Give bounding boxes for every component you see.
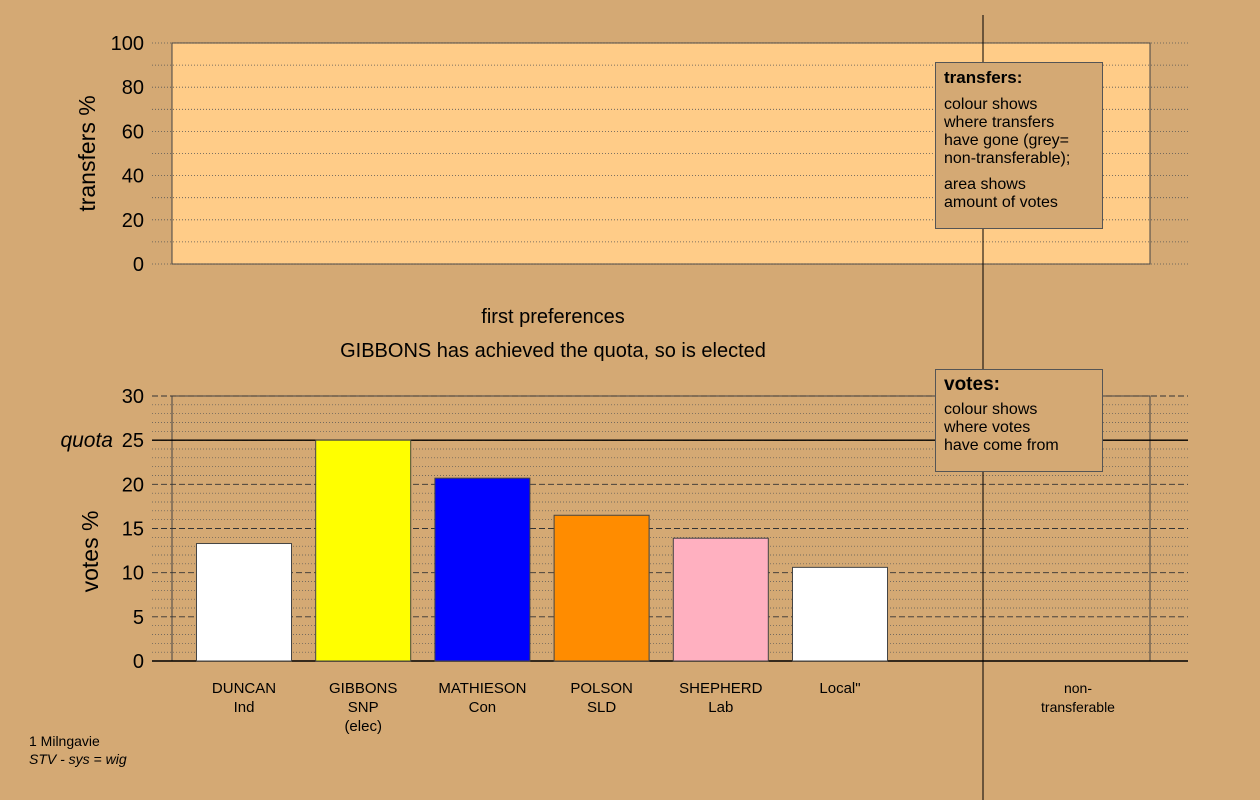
- transfers-legend-line: colour shows: [944, 96, 1038, 113]
- transfers-legend-line: where transfers: [944, 114, 1055, 131]
- transfers-legend-line: amount of votes: [944, 194, 1058, 211]
- votes-y-tick-label: 30: [122, 386, 144, 408]
- votes-legend-line: have come from: [944, 437, 1059, 454]
- transfers-legend: transfers: colour shows where transfers …: [935, 62, 1103, 229]
- category-label: GIBBONS: [329, 680, 397, 697]
- vote-bar: [315, 439, 412, 662]
- category-label: non-: [1064, 680, 1092, 696]
- transfers-y-axis-label: transfers %: [74, 95, 100, 211]
- votes-y-tick-label: 5: [133, 607, 144, 629]
- category-label: MATHIESON: [438, 680, 526, 697]
- stage-message: GIBBONS has achieved the quota, so is el…: [340, 340, 766, 362]
- vote-bar: [672, 537, 769, 662]
- transfers-y-tick-label: 60: [122, 121, 144, 143]
- vote-bar: [196, 543, 292, 662]
- transfers-y-tick-label: 100: [111, 33, 144, 55]
- category-label: Ind: [234, 699, 255, 716]
- transfers-legend-line: have gone (grey=: [944, 132, 1069, 149]
- votes-legend-title: votes:: [944, 374, 1000, 395]
- transfers-y-tick-label: 80: [122, 77, 144, 99]
- votes-legend-line: where votes: [944, 419, 1031, 436]
- transfers-legend-title: transfers:: [944, 68, 1023, 87]
- transfers-legend-line: area shows: [944, 176, 1026, 193]
- category-label: POLSON: [570, 680, 633, 697]
- stage-title: first preferences: [481, 306, 625, 328]
- transfers-y-tick-label: 0: [133, 254, 144, 276]
- category-label: Local": [819, 680, 860, 697]
- votes-y-tick-label: 20: [122, 474, 144, 496]
- footer-ward: 1 Milngavie: [29, 733, 100, 749]
- category-label: Lab: [708, 699, 733, 716]
- category-label: SNP: [348, 699, 379, 716]
- category-label: Con: [469, 699, 497, 716]
- votes-y-tick-label: 25: [122, 430, 144, 452]
- quota-label: quota: [60, 429, 113, 452]
- votes-y-tick-label: 15: [122, 519, 144, 541]
- footer-system: STV - sys = wig: [29, 751, 127, 767]
- votes-legend-line: colour shows: [944, 401, 1038, 418]
- category-label: SHEPHERD: [679, 680, 763, 697]
- category-label: transferable: [1041, 699, 1115, 715]
- votes-y-tick-label: 0: [133, 651, 144, 673]
- category-label: SLD: [587, 699, 616, 716]
- votes-y-axis-label: votes %: [77, 511, 103, 593]
- vote-bar: [553, 514, 650, 662]
- transfers-legend-line: non-transferable);: [944, 150, 1071, 167]
- votes-legend: votes: colour shows where votes have com…: [935, 369, 1103, 472]
- category-label: (elec): [344, 718, 382, 735]
- votes-y-tick-label: 10: [122, 563, 144, 585]
- transfers-y-tick-label: 40: [122, 166, 144, 188]
- vote-bar: [792, 566, 888, 662]
- transfers-y-tick-label: 20: [122, 210, 144, 232]
- vote-bar: [434, 477, 531, 662]
- category-label: DUNCAN: [212, 680, 276, 697]
